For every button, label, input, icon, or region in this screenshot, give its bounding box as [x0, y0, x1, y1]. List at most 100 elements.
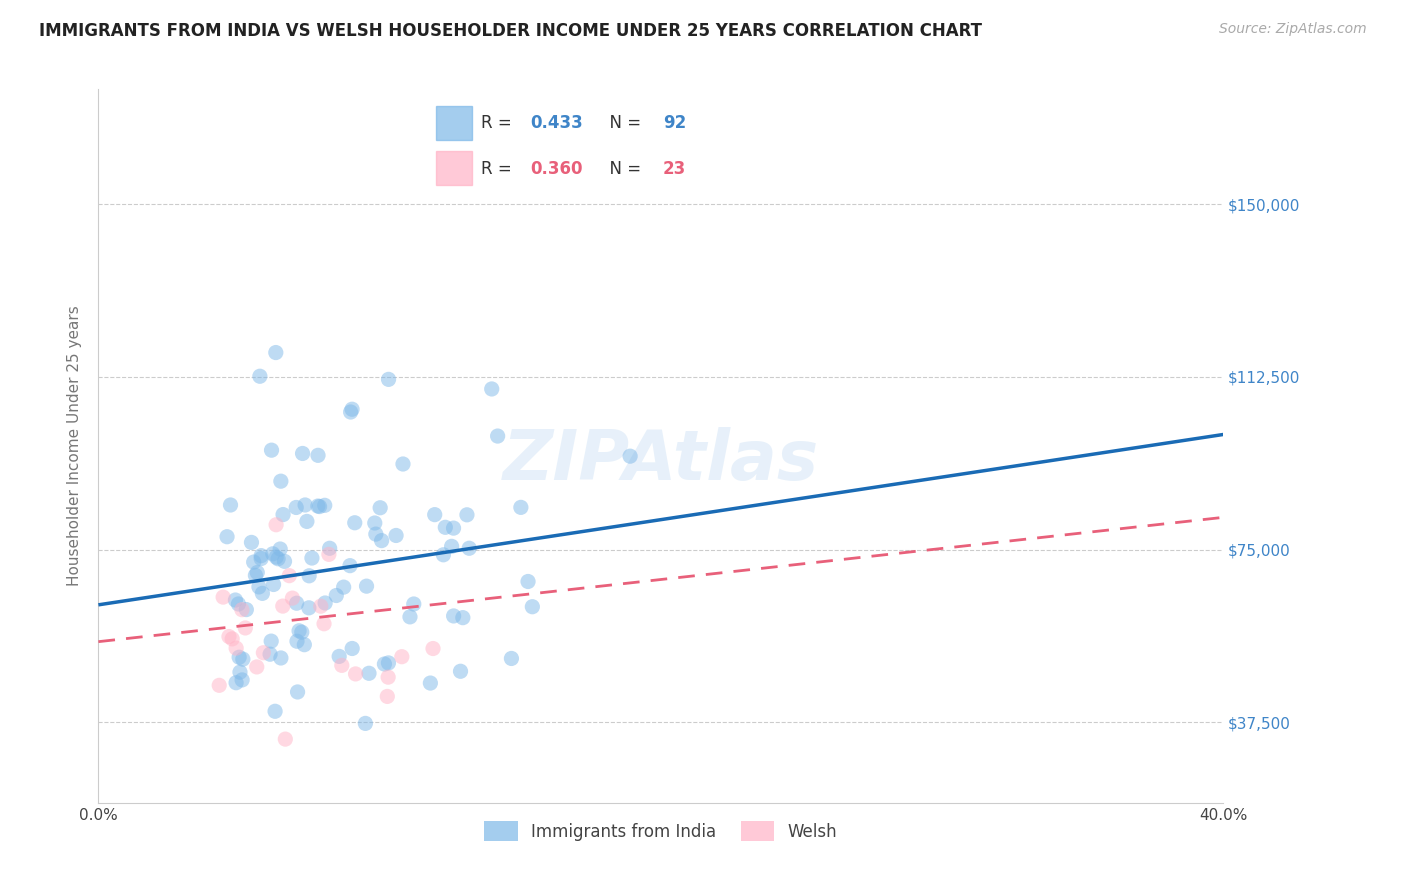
Point: [450, 665, 472, 679]
Point: [291, 625, 314, 640]
Point: [307, 499, 329, 513]
Point: [364, 516, 387, 530]
Point: [264, 345, 287, 359]
Point: [271, 599, 294, 613]
Point: [309, 599, 332, 614]
Point: [375, 690, 398, 704]
Point: [285, 634, 308, 648]
Point: [259, 647, 281, 661]
Point: [330, 658, 353, 673]
Point: [260, 634, 283, 648]
Point: [434, 520, 457, 534]
Point: [233, 621, 256, 635]
Point: [246, 660, 269, 674]
Point: [260, 443, 283, 458]
Point: [274, 732, 297, 747]
Point: [501, 651, 523, 665]
Point: [270, 651, 292, 665]
Point: [232, 652, 254, 666]
Point: [235, 602, 257, 616]
Point: [264, 704, 287, 718]
Point: [285, 500, 308, 515]
Point: [373, 657, 395, 671]
Point: [224, 593, 246, 607]
Point: [399, 610, 422, 624]
Point: [229, 665, 252, 680]
Point: [325, 589, 347, 603]
Point: [247, 580, 270, 594]
Point: [344, 667, 367, 681]
Point: [307, 448, 329, 462]
Point: [340, 641, 363, 656]
Point: [343, 516, 366, 530]
Point: [377, 656, 399, 670]
Point: [312, 616, 335, 631]
Point: [294, 498, 316, 512]
Point: [231, 673, 253, 687]
Point: [246, 566, 269, 580]
Point: [314, 596, 336, 610]
Point: [377, 670, 399, 684]
Point: [262, 547, 284, 561]
Point: [456, 508, 478, 522]
Point: [298, 569, 321, 583]
Point: [245, 568, 267, 582]
Point: [252, 646, 274, 660]
Point: [278, 568, 301, 582]
Point: [215, 530, 238, 544]
Point: [252, 586, 274, 600]
Point: [392, 457, 415, 471]
Point: [368, 500, 391, 515]
Point: [267, 551, 290, 566]
Point: [402, 597, 425, 611]
Point: [339, 558, 361, 573]
Point: [242, 555, 264, 569]
Point: [318, 541, 340, 556]
Point: [314, 499, 336, 513]
Point: [339, 405, 361, 419]
Point: [287, 685, 309, 699]
Point: [228, 650, 250, 665]
Y-axis label: Householder Income Under 25 years: Householder Income Under 25 years: [67, 306, 83, 586]
Point: [377, 372, 399, 386]
Point: [458, 541, 481, 556]
Legend: Immigrants from India, Welsh: Immigrants from India, Welsh: [478, 814, 844, 848]
Point: [318, 547, 340, 561]
Point: [264, 550, 287, 565]
Point: [231, 603, 253, 617]
Point: [291, 446, 314, 460]
Point: [308, 500, 330, 514]
Point: [370, 533, 392, 548]
Point: [440, 539, 463, 553]
Point: [340, 402, 363, 417]
Point: [443, 609, 465, 624]
Point: [481, 382, 503, 396]
Point: [298, 600, 321, 615]
Point: [212, 590, 235, 604]
Point: [292, 638, 315, 652]
Point: [385, 528, 408, 542]
Point: [522, 599, 544, 614]
Point: [225, 675, 247, 690]
Point: [221, 632, 243, 646]
Point: [619, 449, 641, 463]
Point: [422, 641, 444, 656]
Point: [517, 574, 540, 589]
Point: [443, 521, 465, 535]
Point: [264, 517, 287, 532]
Point: [295, 515, 318, 529]
Point: [356, 579, 378, 593]
Point: [285, 596, 308, 610]
Point: [419, 676, 441, 690]
Text: IMMIGRANTS FROM INDIA VS WELSH HOUSEHOLDER INCOME UNDER 25 YEARS CORRELATION CHA: IMMIGRANTS FROM INDIA VS WELSH HOUSEHOLD…: [39, 22, 983, 40]
Point: [263, 577, 285, 591]
Point: [225, 641, 247, 656]
Point: [486, 429, 509, 443]
Point: [288, 624, 311, 638]
Point: [249, 369, 271, 384]
Point: [271, 508, 294, 522]
Point: [208, 678, 231, 692]
Point: [423, 508, 446, 522]
Point: [219, 498, 242, 512]
Point: [228, 597, 250, 611]
